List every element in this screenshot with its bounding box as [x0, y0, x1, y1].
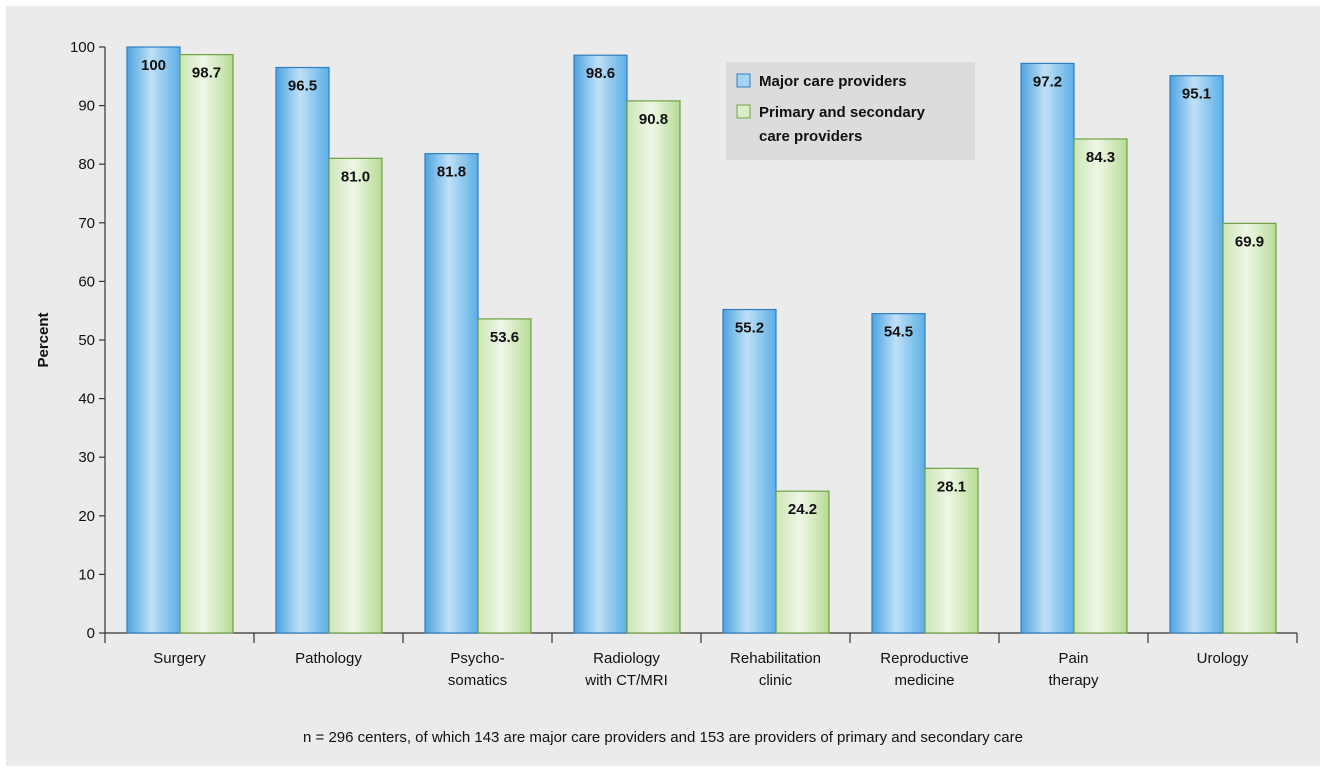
x-category-label: Urology [1197, 650, 1249, 667]
bar-primary-secondary [1073, 138, 1128, 634]
bar-value-label: 96.5 [288, 78, 317, 95]
y-tick-label: 20 [78, 508, 95, 525]
bar-value-label: 98.7 [192, 65, 221, 82]
bar-primary-secondary [477, 318, 532, 634]
bar-major [1169, 75, 1224, 634]
bar-value-label: 97.2 [1033, 73, 1062, 90]
x-category-label: Psycho-somatics [448, 650, 507, 689]
bar-major [275, 66, 330, 634]
x-category-label: Pathology [295, 650, 362, 667]
bar-major [1020, 62, 1075, 634]
y-tick-label: 70 [78, 215, 95, 232]
x-category-label: Radiology with CT/MRI [584, 650, 668, 689]
bar-value-label: 100 [141, 57, 166, 74]
bar-major [126, 46, 181, 634]
y-tick-label: 40 [78, 391, 95, 408]
bar-value-label: 84.3 [1086, 149, 1115, 166]
legend-box [726, 62, 975, 160]
bar-primary-secondary [626, 100, 681, 634]
y-tick-label: 100 [70, 39, 95, 56]
bar-value-label: 98.6 [586, 65, 615, 82]
bar-primary-secondary [179, 54, 234, 634]
bar-value-label: 95.1 [1182, 86, 1211, 103]
bar-value-label: 90.8 [639, 111, 668, 128]
y-tick-label: 60 [78, 273, 95, 290]
bar-major [424, 153, 479, 634]
bar-primary-secondary [775, 490, 830, 634]
legend-label-primary-secondary: Primary and secondary care providers [759, 104, 926, 145]
bar-value-label: 55.2 [735, 320, 764, 337]
y-tick-label: 50 [78, 332, 95, 349]
y-tick-label: 90 [78, 98, 95, 115]
x-category-label: Rehabilitation clinic [730, 650, 821, 689]
bar-value-label: 24.2 [788, 501, 817, 518]
x-category-label: Surgery [153, 650, 206, 667]
y-tick-label: 30 [78, 449, 95, 466]
bar-primary-secondary [924, 467, 979, 634]
x-category-label: Pain therapy [1048, 650, 1099, 689]
bar-value-label: 81.8 [437, 164, 466, 181]
bar-primary-secondary [328, 157, 383, 634]
bar-major [871, 313, 926, 634]
bar-major [573, 54, 628, 634]
bar-value-label: 28.1 [937, 478, 966, 495]
bars [126, 46, 1277, 634]
legend-label-major: Major care providers [759, 73, 907, 90]
bar-major [722, 308, 777, 634]
y-tick-label: 80 [78, 156, 95, 173]
bar-value-label: 69.9 [1235, 233, 1264, 250]
chart-footnote: n = 296 centers, of which 143 are major … [303, 729, 1023, 746]
chart-text: Surgery Pathology Psycho-somatics Radiology… [35, 312, 1249, 746]
y-tick-label: 10 [78, 566, 95, 583]
bar-value-label: 81.0 [341, 168, 370, 185]
y-axis-title: Percent [35, 312, 52, 367]
value-labels: 100 98.7 96.5 81.0 81.8 53.6 98.6 90.8 55.2 24.2 5… [141, 57, 1264, 518]
chart-panel: 0 10 20 30 40 50 60 70 80 90 100 100 98.7 96.5 81.0 81… [6, 6, 1320, 766]
legend-swatch-major [736, 73, 751, 88]
bar-value-label: 53.6 [490, 329, 519, 346]
y-tick-label: 0 [87, 625, 95, 642]
bar-chart: 0 10 20 30 40 50 60 70 80 90 100 100 98.7 96.5 81.0 81… [35, 39, 1298, 746]
legend-swatch-primary-secondary [736, 104, 751, 119]
legend: Major care providers Primary and secondar… [726, 62, 975, 160]
bar-value-label: 54.5 [884, 324, 913, 341]
x-category-label: Reproductive medicine [880, 650, 968, 689]
bar-primary-secondary [1222, 222, 1277, 634]
